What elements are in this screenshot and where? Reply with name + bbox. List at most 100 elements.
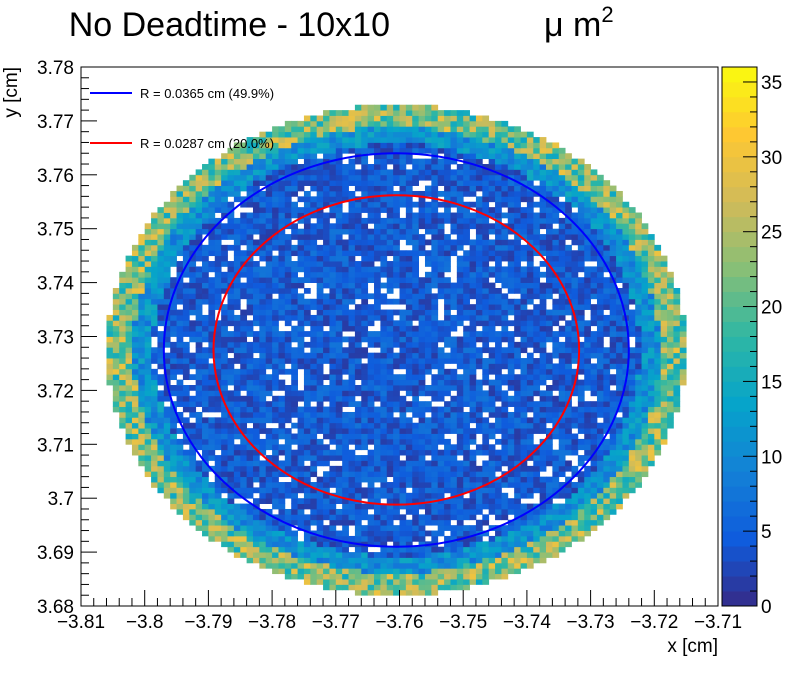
heatmap-cell: [303, 530, 311, 537]
heatmap-cell: [450, 476, 458, 483]
heatmap-cell: [265, 379, 273, 386]
heatmap-cell: [647, 352, 655, 359]
heatmap-cell: [221, 385, 228, 391]
heatmap-cell: [380, 271, 388, 278]
heatmap-cell: [348, 584, 356, 591]
heatmap-cell: [647, 390, 655, 397]
heatmap-cell: [667, 390, 674, 397]
heatmap-cell: [501, 568, 509, 575]
heatmap-cell: [195, 476, 203, 483]
heatmap-cell: [354, 287, 362, 294]
heatmap-cell: [367, 336, 375, 343]
heatmap-cell: [170, 341, 177, 348]
heatmap-cell: [526, 363, 534, 370]
heatmap-cell: [208, 352, 216, 359]
heatmap-cell: [654, 304, 662, 310]
heatmap-cell: [214, 460, 222, 467]
heatmap-cell: [628, 271, 636, 278]
heatmap-cell: [323, 395, 330, 402]
heatmap-cell: [635, 449, 642, 456]
heatmap-cell: [431, 293, 439, 300]
heatmap-cell: [514, 239, 521, 246]
heatmap-cell: [399, 271, 407, 278]
heatmap-cell: [444, 368, 451, 375]
heatmap-cell: [635, 277, 642, 283]
heatmap-cell: [450, 395, 458, 402]
heatmap-cell: [374, 589, 381, 596]
heatmap-cell: [424, 212, 432, 219]
heatmap-cell: [399, 266, 407, 273]
heatmap-cell: [316, 519, 324, 526]
heatmap-cell: [367, 261, 375, 267]
heatmap-cell: [303, 298, 311, 305]
heatmap-cell: [221, 541, 228, 548]
heatmap-cell: [526, 525, 534, 531]
heatmap-cell: [259, 368, 267, 375]
heatmap-cell: [278, 428, 286, 434]
heatmap-cell: [673, 395, 681, 402]
heatmap-cell: [284, 358, 292, 364]
heatmap-cell: [628, 255, 636, 262]
heatmap-cell: [189, 325, 197, 332]
heatmap-cell: [240, 444, 248, 451]
heatmap-cell: [469, 411, 477, 418]
heatmap-cell: [316, 325, 324, 332]
heatmap-cell: [310, 244, 318, 251]
heatmap-cell: [131, 411, 139, 418]
heatmap-cell: [316, 411, 324, 418]
heatmap-cell: [272, 314, 279, 321]
heatmap-cell: [526, 557, 534, 564]
heatmap-cell: [227, 498, 235, 504]
heatmap-cell: [272, 320, 279, 327]
heatmap-cell: [329, 503, 337, 510]
heatmap-cell: [157, 401, 165, 407]
heatmap-cell: [297, 438, 305, 445]
heatmap-cell: [609, 401, 617, 407]
heatmap-cell: [265, 304, 273, 310]
heatmap-cell: [380, 234, 388, 240]
heatmap-cell: [450, 374, 458, 381]
heatmap-cell: [252, 514, 260, 521]
heatmap-cell: [259, 304, 267, 310]
heatmap-cell: [170, 320, 177, 327]
heatmap-cell: [227, 487, 235, 494]
heatmap-cell: [278, 546, 286, 553]
heatmap-cell: [456, 363, 464, 370]
heatmap-cell: [259, 411, 267, 418]
heatmap-cell: [284, 465, 292, 472]
heatmap-cell: [182, 449, 190, 456]
heatmap-cell: [297, 428, 305, 434]
heatmap-cell: [361, 455, 369, 461]
heatmap-cell: [456, 449, 464, 456]
heatmap-cell: [386, 239, 394, 246]
heatmap-cell: [482, 401, 490, 407]
heatmap-cell: [450, 514, 458, 521]
heatmap-cell: [323, 217, 330, 224]
heatmap-cell: [565, 234, 572, 240]
heatmap-cell: [240, 460, 248, 467]
heatmap-cell: [208, 239, 216, 246]
heatmap-cell: [501, 374, 509, 381]
heatmap-cell: [539, 535, 547, 542]
heatmap-cell: [431, 298, 439, 305]
heatmap-cell: [380, 514, 388, 521]
heatmap-cell: [577, 363, 585, 370]
heatmap-cell: [418, 519, 426, 526]
heatmap-cell: [526, 535, 534, 542]
heatmap-cell: [679, 341, 687, 348]
heatmap-cell: [431, 579, 439, 585]
heatmap-cell: [514, 535, 521, 542]
heatmap-cell: [208, 223, 216, 230]
heatmap-cell: [316, 498, 324, 504]
heatmap-cell: [654, 325, 662, 332]
heatmap-cell: [246, 390, 254, 397]
heatmap-cell: [354, 223, 362, 230]
heatmap-cell: [221, 395, 228, 402]
heatmap-cell: [354, 573, 362, 580]
heatmap-cell: [539, 261, 547, 267]
heatmap-cell: [616, 244, 623, 251]
heatmap-cell: [252, 552, 260, 558]
heatmap-cell: [667, 309, 674, 316]
heatmap-cell: [144, 401, 152, 407]
heatmap-cell: [609, 498, 617, 504]
